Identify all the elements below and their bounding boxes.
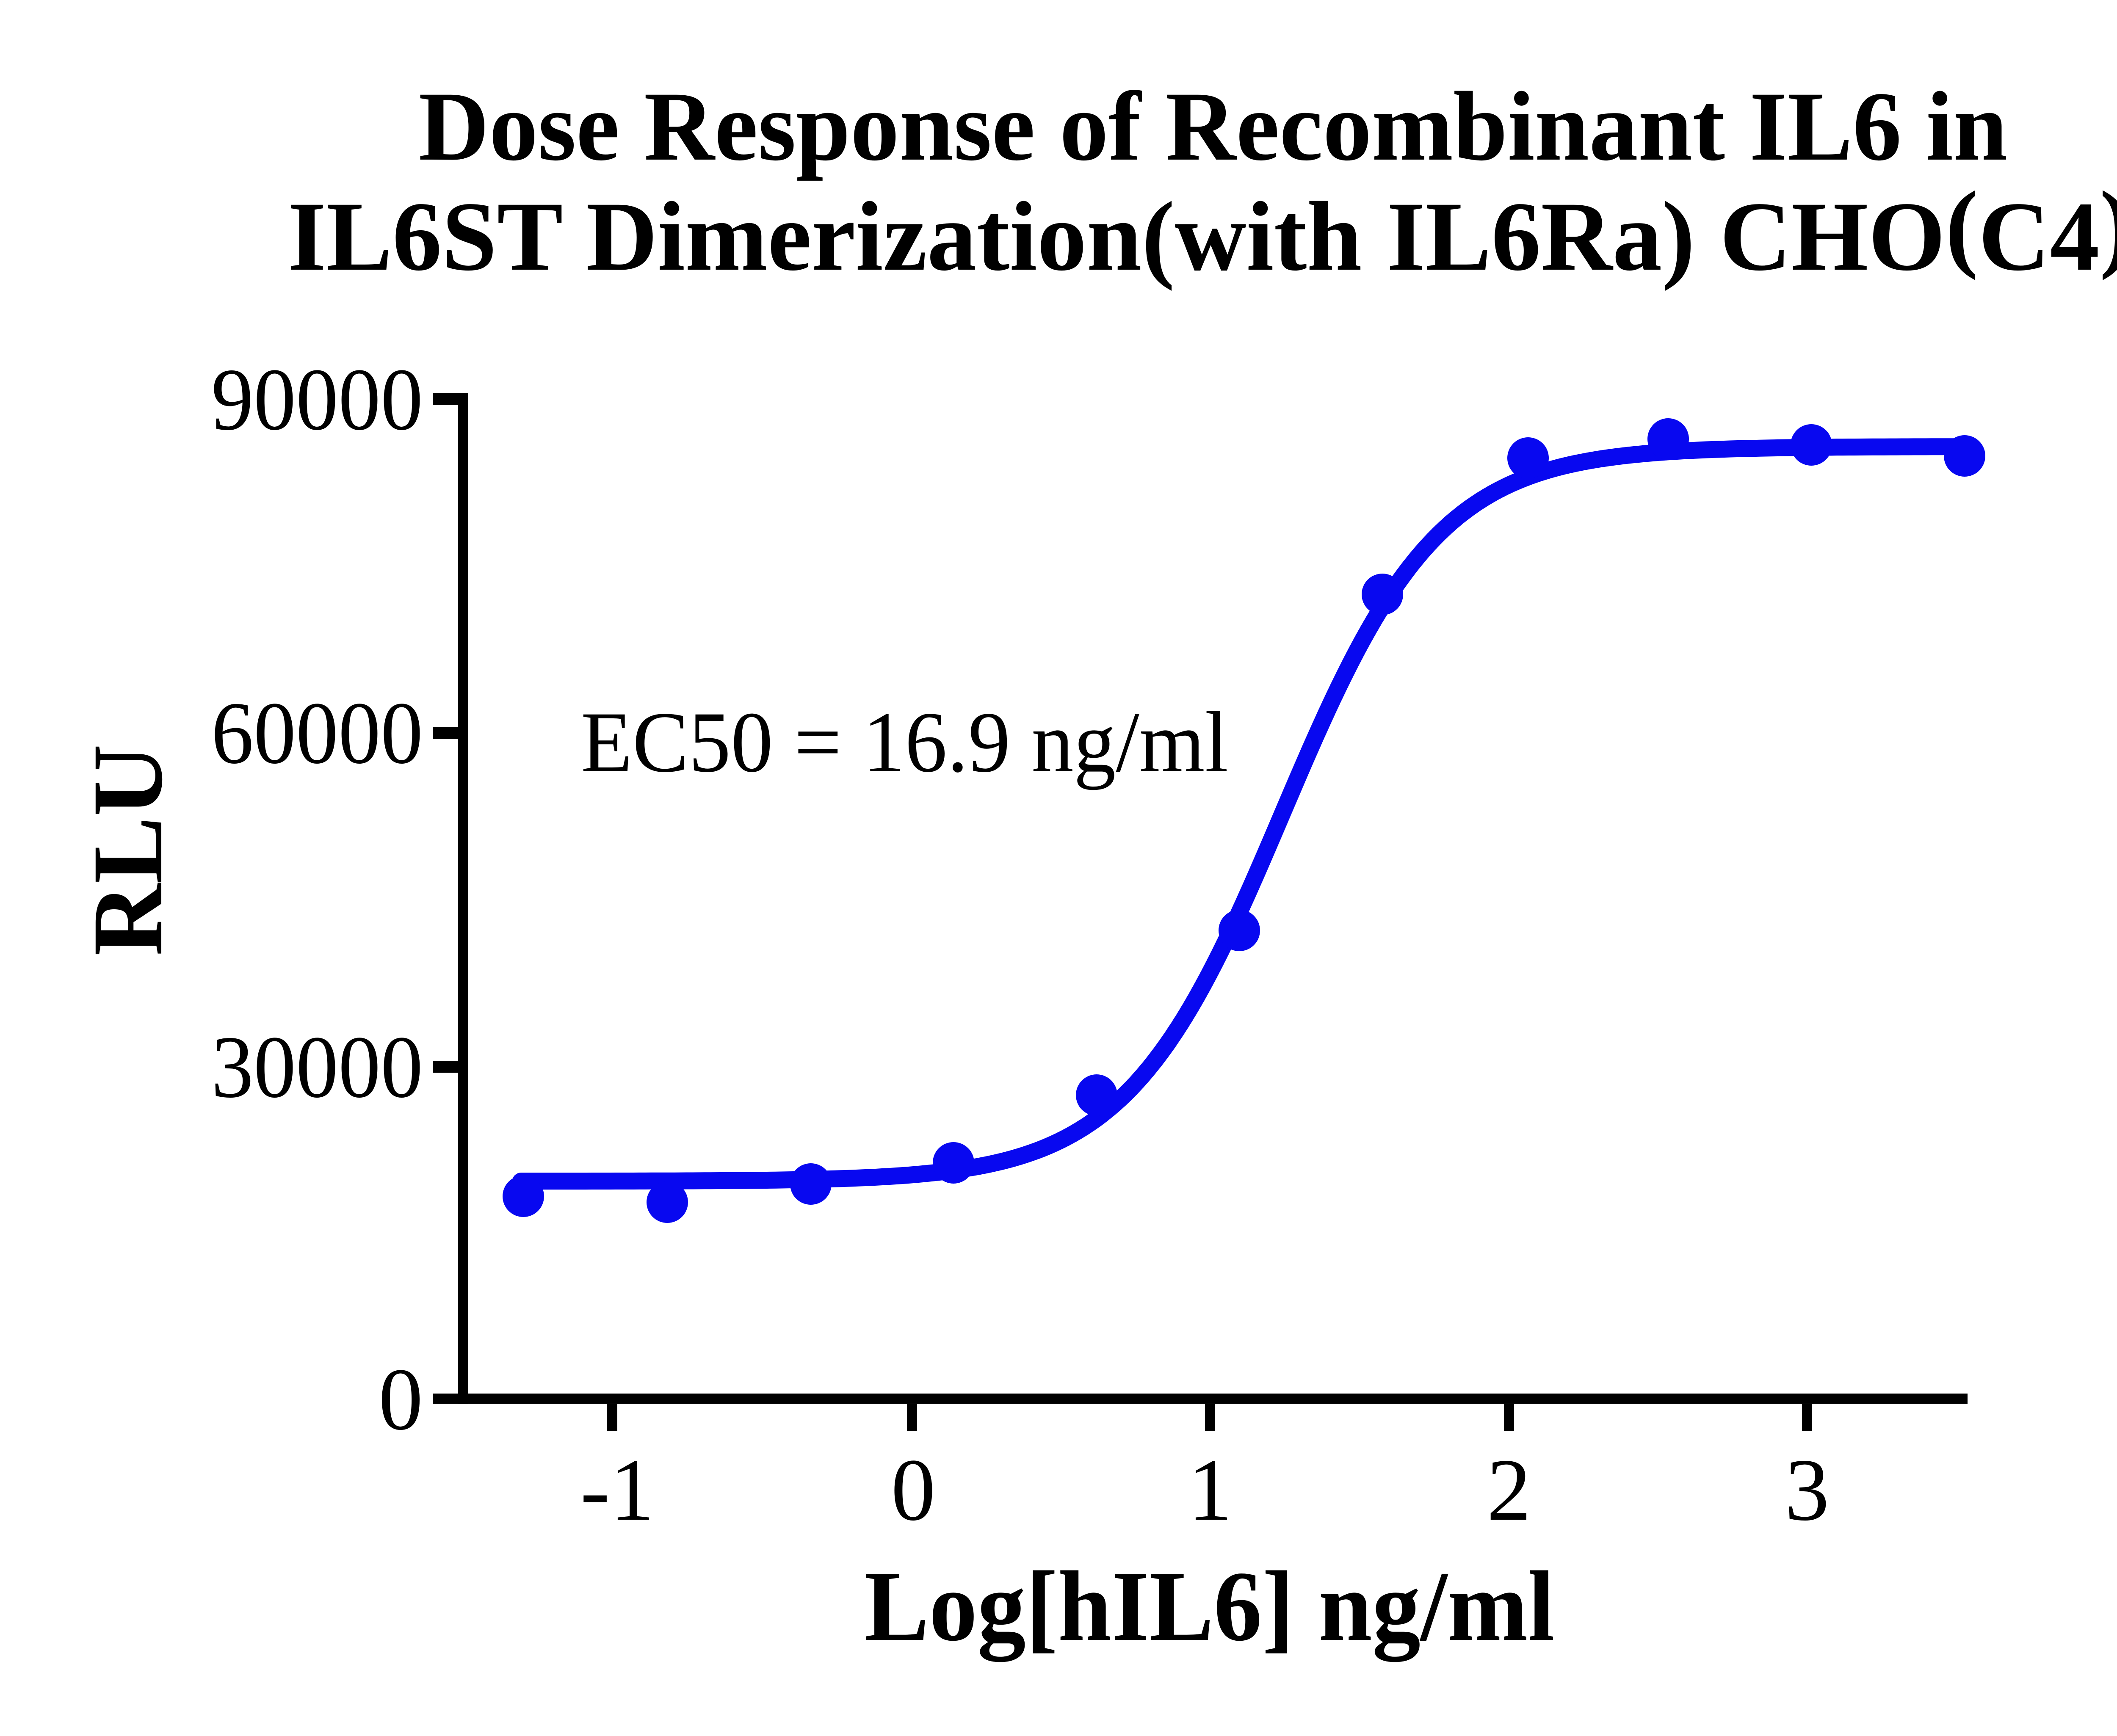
svg-text:3: 3 — [1785, 1441, 1830, 1539]
svg-text:Log[hIL6] ng/ml: Log[hIL6] ng/ml — [865, 1551, 1555, 1662]
svg-text:Dose Response of Recombinant I: Dose Response of Recombinant IL6 in — [419, 71, 2008, 181]
svg-text:2: 2 — [1487, 1441, 1531, 1539]
svg-text:0: 0 — [379, 1350, 423, 1449]
svg-text:60000: 60000 — [211, 684, 423, 782]
svg-text:1: 1 — [1188, 1441, 1233, 1539]
svg-text:0: 0 — [891, 1441, 936, 1539]
svg-text:30000: 30000 — [211, 1018, 423, 1116]
svg-text:EC50 = 16.9 ng/ml: EC50 = 16.9 ng/ml — [581, 694, 1228, 790]
svg-text:90000: 90000 — [211, 351, 423, 449]
svg-text:IL6ST Dimerization(with IL6Ra): IL6ST Dimerization(with IL6Ra) CHO(C4) — [287, 171, 2117, 291]
svg-text:-1: -1 — [580, 1441, 655, 1539]
svg-text:RLU: RLU — [72, 744, 183, 956]
